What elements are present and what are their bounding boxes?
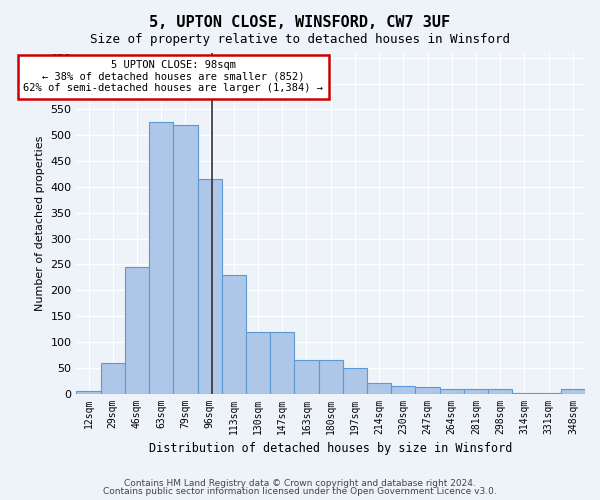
Bar <box>319 360 343 394</box>
Bar <box>76 391 101 394</box>
Bar <box>295 360 319 394</box>
Bar <box>270 332 295 394</box>
Bar <box>391 386 415 394</box>
Bar <box>343 368 367 394</box>
Bar <box>125 267 149 394</box>
Bar <box>488 390 512 394</box>
Text: Size of property relative to detached houses in Winsford: Size of property relative to detached ho… <box>90 32 510 46</box>
Bar <box>440 390 464 394</box>
Bar <box>197 179 222 394</box>
Bar <box>536 392 561 394</box>
Text: Contains HM Land Registry data © Crown copyright and database right 2024.: Contains HM Land Registry data © Crown c… <box>124 478 476 488</box>
Text: 5, UPTON CLOSE, WINSFORD, CW7 3UF: 5, UPTON CLOSE, WINSFORD, CW7 3UF <box>149 15 451 30</box>
X-axis label: Distribution of detached houses by size in Winsford: Distribution of detached houses by size … <box>149 442 512 455</box>
Text: 5 UPTON CLOSE: 98sqm
← 38% of detached houses are smaller (852)
62% of semi-deta: 5 UPTON CLOSE: 98sqm ← 38% of detached h… <box>23 60 323 94</box>
Bar <box>246 332 270 394</box>
Y-axis label: Number of detached properties: Number of detached properties <box>35 136 45 310</box>
Bar <box>149 122 173 394</box>
Bar <box>173 125 197 394</box>
Bar <box>561 390 585 394</box>
Bar <box>222 274 246 394</box>
Bar <box>415 388 440 394</box>
Text: Contains public sector information licensed under the Open Government Licence v3: Contains public sector information licen… <box>103 487 497 496</box>
Bar <box>464 390 488 394</box>
Bar <box>512 392 536 394</box>
Bar <box>367 383 391 394</box>
Bar <box>101 362 125 394</box>
